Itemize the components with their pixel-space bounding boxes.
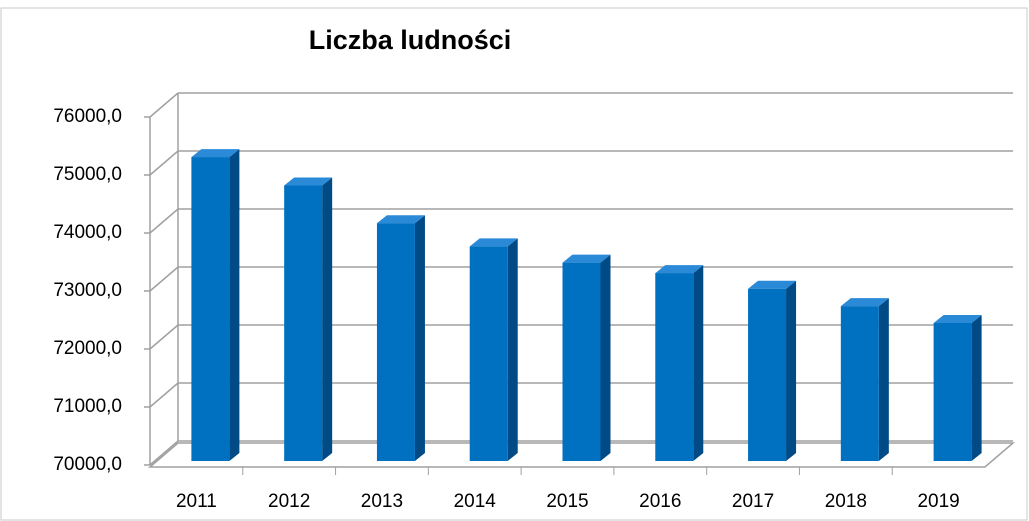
bar-side	[414, 215, 425, 461]
bar-top	[933, 314, 982, 323]
bar	[655, 265, 704, 461]
bar-front	[284, 185, 323, 461]
bar-front	[840, 306, 879, 461]
x-tick-label: 2017	[732, 491, 774, 512]
bar-side	[600, 254, 611, 461]
bar	[376, 215, 425, 461]
grid-line-side	[149, 324, 179, 350]
bar-top	[469, 238, 518, 247]
bar-side	[229, 149, 240, 461]
x-tick-label: 2013	[361, 491, 403, 512]
grid-line-side	[149, 150, 179, 176]
y-tick-label: 70000,0	[53, 454, 122, 475]
y-tick-label: 76000,0	[53, 106, 122, 127]
bar-side	[878, 298, 889, 461]
grid-line-side	[149, 266, 179, 292]
bar-top	[562, 254, 611, 263]
bar-side	[693, 265, 704, 461]
bar-top	[191, 149, 240, 158]
x-tick-label: 2011	[176, 491, 217, 512]
bar-top	[376, 215, 425, 224]
x-tick-label: 2019	[917, 491, 959, 512]
bar-top	[655, 265, 704, 274]
grid-line-side	[149, 440, 179, 466]
y-tick-label: 71000,0	[53, 396, 122, 417]
bar	[840, 298, 889, 461]
x-tick-label: 2016	[639, 491, 681, 512]
bar-front	[191, 157, 230, 461]
bar-side	[507, 238, 518, 461]
bar	[748, 280, 797, 461]
bar-side	[786, 280, 797, 461]
bar-top	[284, 177, 333, 186]
bar-front	[376, 223, 415, 461]
grid-line-side	[149, 382, 179, 408]
bar-front	[655, 273, 694, 461]
y-tick-label: 72000,0	[53, 338, 122, 359]
bar-front	[748, 288, 787, 461]
grid-line-side	[149, 208, 179, 234]
bar-side	[971, 314, 982, 461]
grid-line-side	[149, 92, 179, 118]
y-tick-label: 73000,0	[53, 280, 122, 301]
bar-top	[748, 280, 797, 289]
bar-front	[933, 322, 972, 461]
x-tick-label: 2015	[546, 491, 588, 512]
bar	[191, 149, 240, 461]
bar-front	[469, 246, 508, 461]
x-tick-label: 2018	[825, 491, 867, 512]
bar	[562, 254, 611, 461]
bar-top	[840, 298, 889, 307]
bar	[933, 314, 982, 461]
bar-side	[322, 177, 333, 461]
chart-title: Liczba ludności	[309, 25, 512, 55]
bar-front	[562, 262, 601, 461]
x-tick-label: 2012	[268, 491, 310, 512]
x-tick-label: 2014	[454, 491, 497, 512]
bar	[469, 238, 518, 461]
bar	[284, 177, 333, 461]
y-tick-label: 75000,0	[53, 164, 122, 185]
y-tick-label: 74000,0	[53, 222, 122, 243]
